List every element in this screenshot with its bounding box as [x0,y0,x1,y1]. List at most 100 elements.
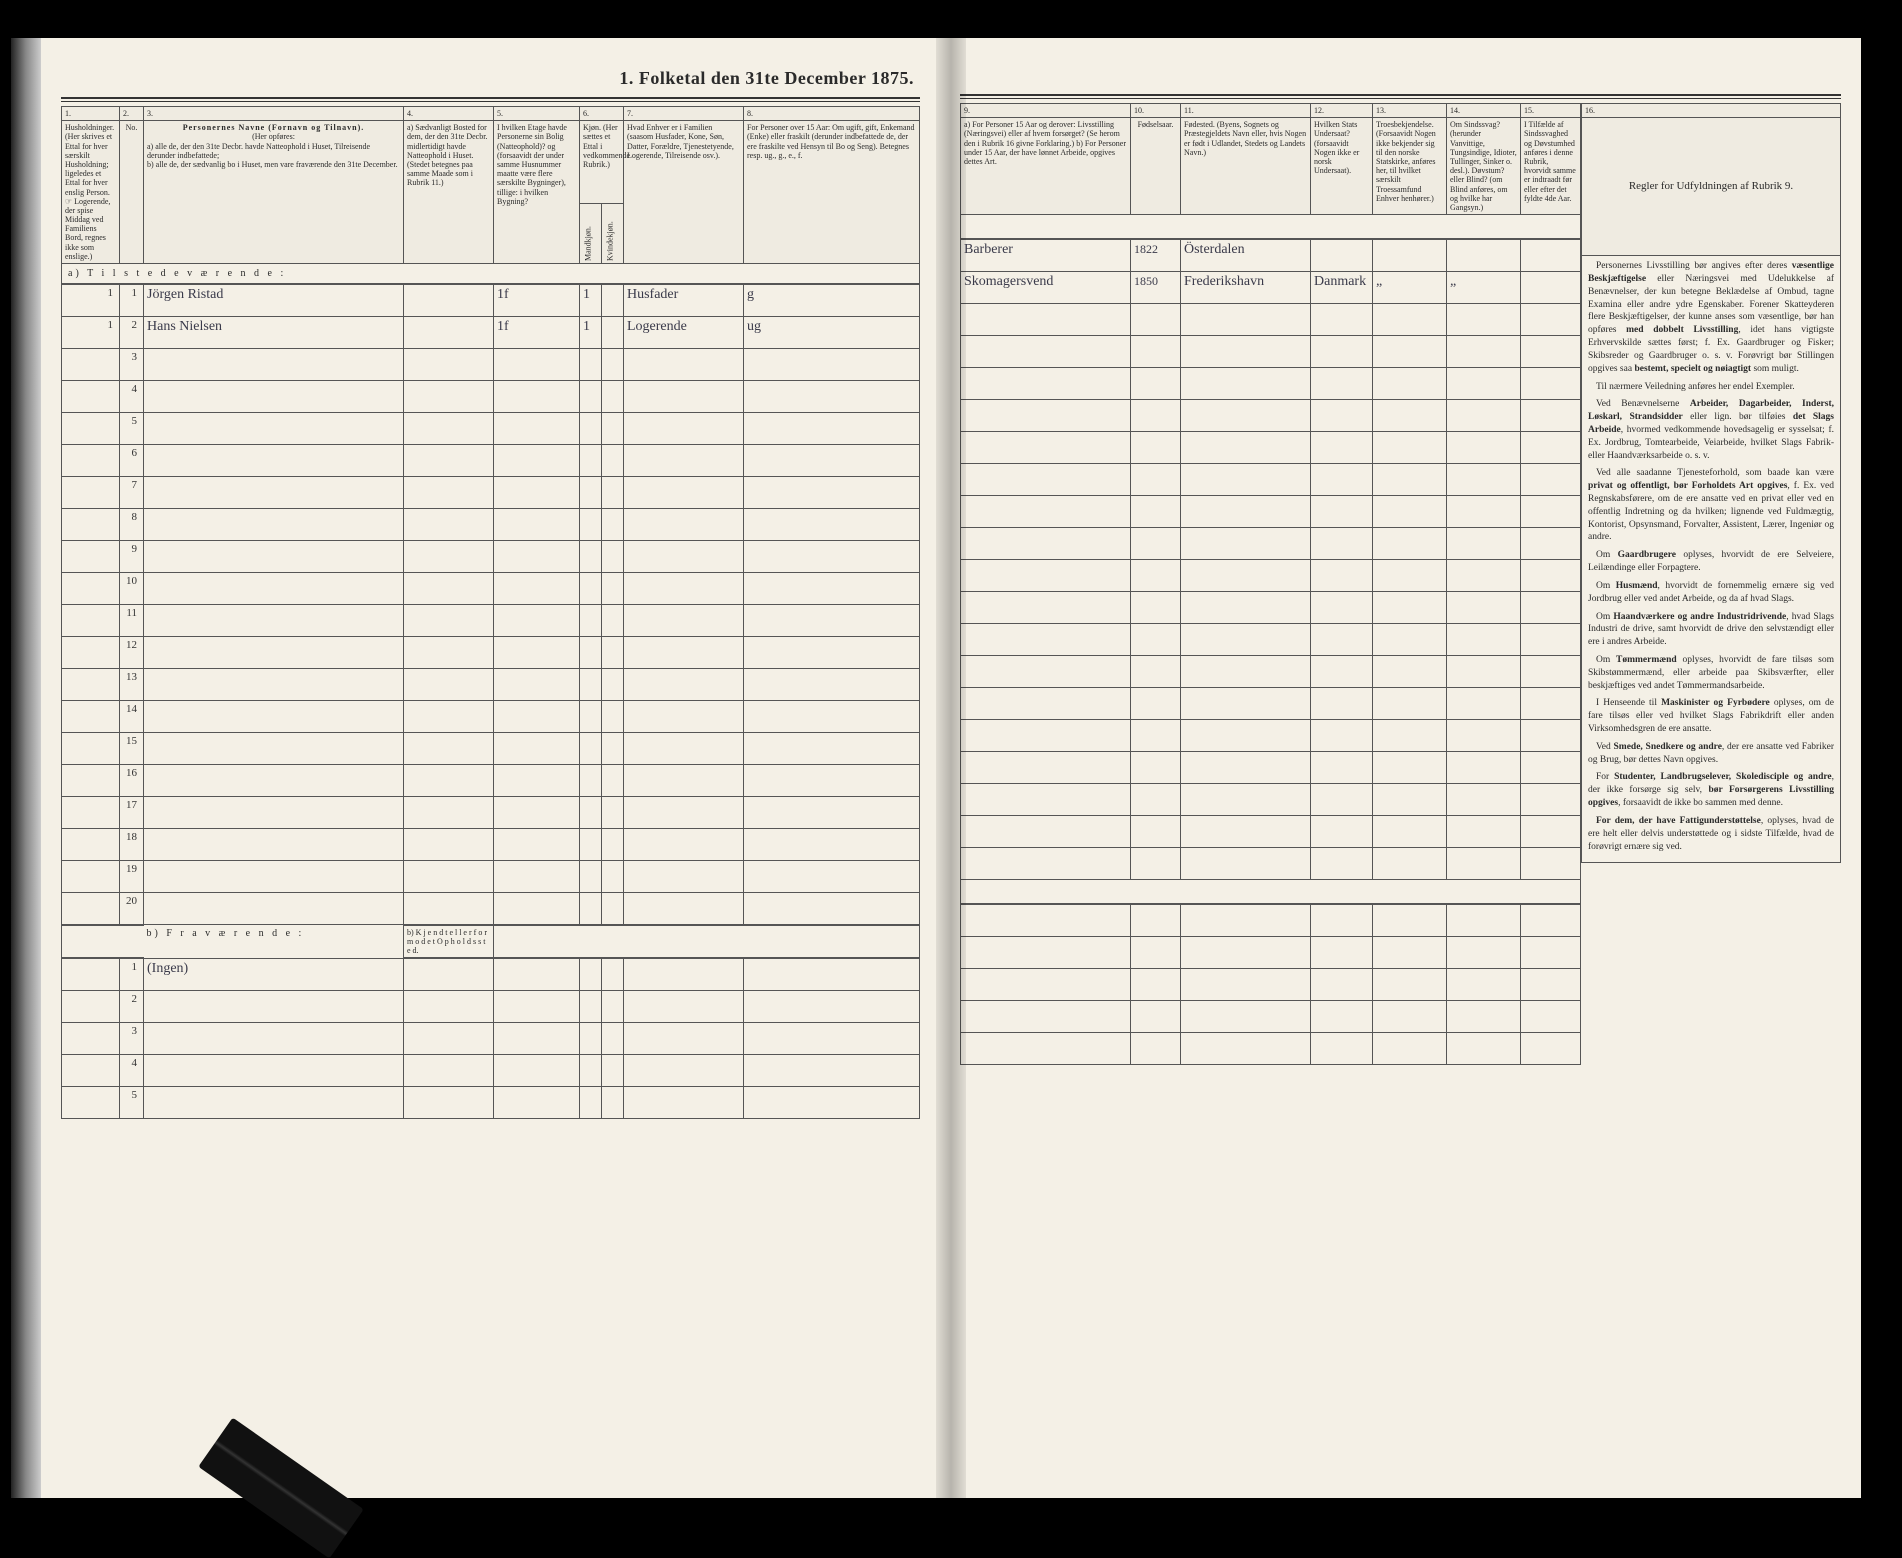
cell-c13 [1373,304,1447,336]
cell-c15 [1521,400,1581,432]
cell-c5 [494,605,580,637]
cell-c12 [1311,240,1373,272]
header-8: For Personer over 15 Aar: Om ugift, gift… [744,121,920,264]
cell-c13 [1373,752,1447,784]
cell-hus [62,861,120,893]
cell-c11 [1181,336,1311,368]
cell-c9 [961,752,1131,784]
table-row: 1(Ingen) [62,959,920,991]
right-rows-table: Barberer1822ÖsterdalenSkomagersvend1850F… [960,239,1581,880]
cell-name [144,797,404,829]
cell-rownum: 4 [120,381,144,413]
table-row: 2 [62,991,920,1023]
cell-c13 [1373,528,1447,560]
cell-c6a [580,477,602,509]
cell-c15 [1521,496,1581,528]
cell-c11 [1181,560,1311,592]
cell-c8 [744,893,920,925]
cell-c4 [404,413,494,445]
cell-c8 [744,477,920,509]
cell-c5 [494,541,580,573]
colnum-12: 12. [1311,104,1373,118]
cell-c7: Logerende [624,317,744,349]
colnum-7: 7. [624,107,744,121]
cell-hus: 1 [62,285,120,317]
cell-c4 [404,541,494,573]
cell-c4 [404,509,494,541]
cell-c6a [580,829,602,861]
cell-rownum: 13 [120,669,144,701]
cell-c5 [494,669,580,701]
cell-c10 [1131,688,1181,720]
cell-rownum: 5 [120,1087,144,1119]
cell-c5 [494,413,580,445]
cell-c6b [602,285,624,317]
cell-rownum: 14 [120,701,144,733]
cell-c6a [580,605,602,637]
table-row: 11 [62,605,920,637]
table-row: 19 [62,861,920,893]
cell-c13 [1373,720,1447,752]
cell-c12 [1311,752,1373,784]
cell-c6a [580,765,602,797]
table-row [961,816,1581,848]
cell-c6a [580,445,602,477]
table-row [961,560,1581,592]
cell-c13 [1373,592,1447,624]
cell-c8 [744,861,920,893]
cell-c14 [1447,720,1521,752]
cell-name [144,991,404,1023]
cell-c6b [602,317,624,349]
cell-c11 [1181,848,1311,880]
cell-c8: g [744,285,920,317]
cell-c7 [624,477,744,509]
table-row: 7 [62,477,920,509]
cell-name [144,573,404,605]
header-6b: Kvindekjøn. [602,204,624,264]
table-row: 10 [62,573,920,605]
left-b-rows-table: 1(Ingen)2345 [61,958,920,1119]
cell-hus [62,765,120,797]
cell-rownum: 8 [120,509,144,541]
cell-c9 [961,624,1131,656]
cell-c10 [1131,368,1181,400]
cell-name [144,733,404,765]
cell-hus [62,541,120,573]
cell-c8 [744,829,920,861]
cell-rownum: 3 [120,349,144,381]
cell-c10 [1131,304,1181,336]
census-book-spread: 1. Folketal den 31te December 1875. 1. 2… [41,38,1861,1498]
cell-c5 [494,765,580,797]
cell-c13 [1373,496,1447,528]
cell-rownum: 7 [120,477,144,509]
cell-c7 [624,797,744,829]
cell-c14 [1447,848,1521,880]
header-5: I hvilken Etage havde Personerne sin Bol… [494,121,580,264]
cell-c6b [602,765,624,797]
table-row [961,592,1581,624]
colnum-13: 13. [1373,104,1447,118]
cell-c8 [744,637,920,669]
cell-c14 [1447,496,1521,528]
cell-c8 [744,765,920,797]
cell-c8 [744,605,920,637]
cell-hus [62,893,120,925]
cell-c6b [602,445,624,477]
cell-c5 [494,829,580,861]
rules-paragraph: Personernes Livsstilling bør angives eft… [1588,260,1834,375]
cell-c7 [624,381,744,413]
cell-c15 [1521,528,1581,560]
table-row [961,1033,1581,1065]
cell-name [144,605,404,637]
rules-paragraph: Til nærmere Veiledning anføres her endel… [1588,381,1834,394]
cell-c9: Barberer [961,240,1131,272]
cell-rownum: 16 [120,765,144,797]
cell-c13 [1373,336,1447,368]
cell-c12 [1311,784,1373,816]
cell-c8 [744,445,920,477]
cell-c6a [580,573,602,605]
left-header-table: 1. 2. 3. 4. 5. 6. 7. 8. Husholdninger. (… [61,106,920,264]
cell-c6b [602,733,624,765]
header-3: Personernes Navne (Fornavn og Tilnavn). … [144,121,404,264]
cell-c9 [961,400,1131,432]
